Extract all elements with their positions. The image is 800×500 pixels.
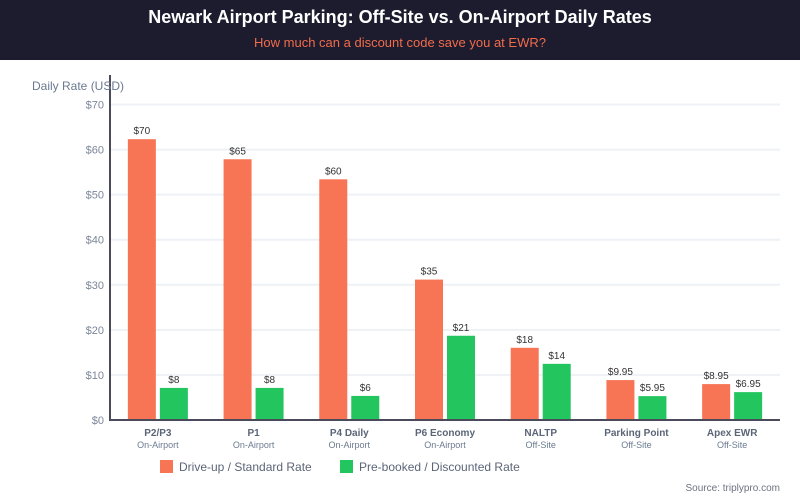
- legend: Drive-up / Standard Rate Pre-booked / Dis…: [160, 460, 520, 474]
- data-label: $6.95: [736, 379, 761, 390]
- data-label: $60: [325, 166, 342, 177]
- chart-header: Newark Airport Parking: Off-Site vs. On-…: [0, 0, 800, 60]
- y-tick-label: $50: [86, 190, 104, 202]
- y-tick-label: $70: [86, 100, 104, 112]
- x-tick-sublabel: Off-Site: [526, 440, 556, 450]
- data-label: $65: [229, 146, 246, 157]
- y-tick-label: $10: [86, 370, 104, 382]
- bar-standard-rate: [702, 384, 731, 420]
- y-tick-label: $60: [86, 145, 104, 157]
- gridlines: [110, 103, 780, 376]
- data-label: $21: [453, 323, 470, 334]
- data-label: $8: [168, 375, 180, 386]
- bar-discounted-rate: [351, 395, 380, 420]
- x-tick-label: P4 Daily: [330, 428, 369, 439]
- data-label: $8.95: [704, 371, 729, 382]
- bar-standard-rate: [415, 279, 443, 420]
- legend-label: Drive-up / Standard Rate: [179, 460, 312, 474]
- bar-discounted-rate: [159, 387, 188, 420]
- x-tick-label: Apex EWR: [707, 428, 758, 439]
- bar-discounted-rate: [734, 392, 763, 420]
- bar-discounted-rate: [255, 387, 284, 420]
- x-tick-sublabel: On-Airport: [233, 440, 275, 450]
- x-tick-label: P1: [247, 428, 260, 439]
- data-label: $6: [360, 383, 372, 394]
- legend-swatch-discounted: [340, 460, 353, 473]
- bar-standard-rate: [223, 159, 252, 420]
- legend-label: Pre-booked / Discounted Rate: [359, 460, 520, 474]
- chart-title: Newark Airport Parking: Off-Site vs. On-…: [148, 7, 652, 27]
- y-tick-label: $40: [86, 235, 104, 247]
- axes: $0$10$20$30$40$50$60$70P2/P3On-AirportP1…: [86, 75, 780, 450]
- data-label: $8: [264, 375, 276, 386]
- data-label: $9.95: [608, 367, 633, 378]
- data-label: $14: [548, 351, 565, 362]
- x-tick-label: P2/P3: [144, 428, 172, 439]
- bars: $70 $8 $65 $8 $60 $6 $35 $21 $18 $14 $9.95 $5.95 $8.…: [127, 126, 763, 420]
- y-tick-label: $0: [92, 415, 104, 427]
- bar-standard-rate: [510, 347, 539, 420]
- bar-standard-rate: [606, 380, 635, 420]
- bar-discounted-rate: [447, 335, 475, 420]
- bar-standard-rate: [319, 179, 348, 420]
- y-tick-label: $20: [86, 325, 104, 337]
- legend-swatch-standard: [160, 460, 173, 473]
- chart-subtitle: How much can a discount code save you at…: [254, 35, 546, 50]
- bar-discounted-rate: [638, 396, 667, 420]
- x-tick-sublabel: Off-Site: [717, 440, 747, 450]
- x-tick-sublabel: On-Airport: [329, 440, 371, 450]
- data-label: $35: [421, 267, 438, 278]
- source-credit: Source: triplypro.com: [685, 483, 780, 494]
- x-tick-label: Parking Point: [604, 428, 669, 439]
- x-tick-sublabel: On-Airport: [137, 440, 179, 450]
- data-label: $18: [516, 335, 533, 346]
- x-tick-label: P6 Economy: [415, 428, 475, 439]
- x-tick-sublabel: On-Airport: [424, 440, 466, 450]
- data-label: $70: [134, 126, 151, 137]
- y-tick-label: $30: [86, 280, 104, 292]
- bar-discounted-rate: [542, 363, 571, 420]
- y-axis-label: Daily Rate (USD): [32, 79, 124, 93]
- bar-standard-rate: [127, 139, 156, 420]
- x-tick-label: NALTP: [524, 428, 557, 439]
- x-tick-sublabel: Off-Site: [621, 440, 651, 450]
- data-label: $5.95: [640, 383, 665, 394]
